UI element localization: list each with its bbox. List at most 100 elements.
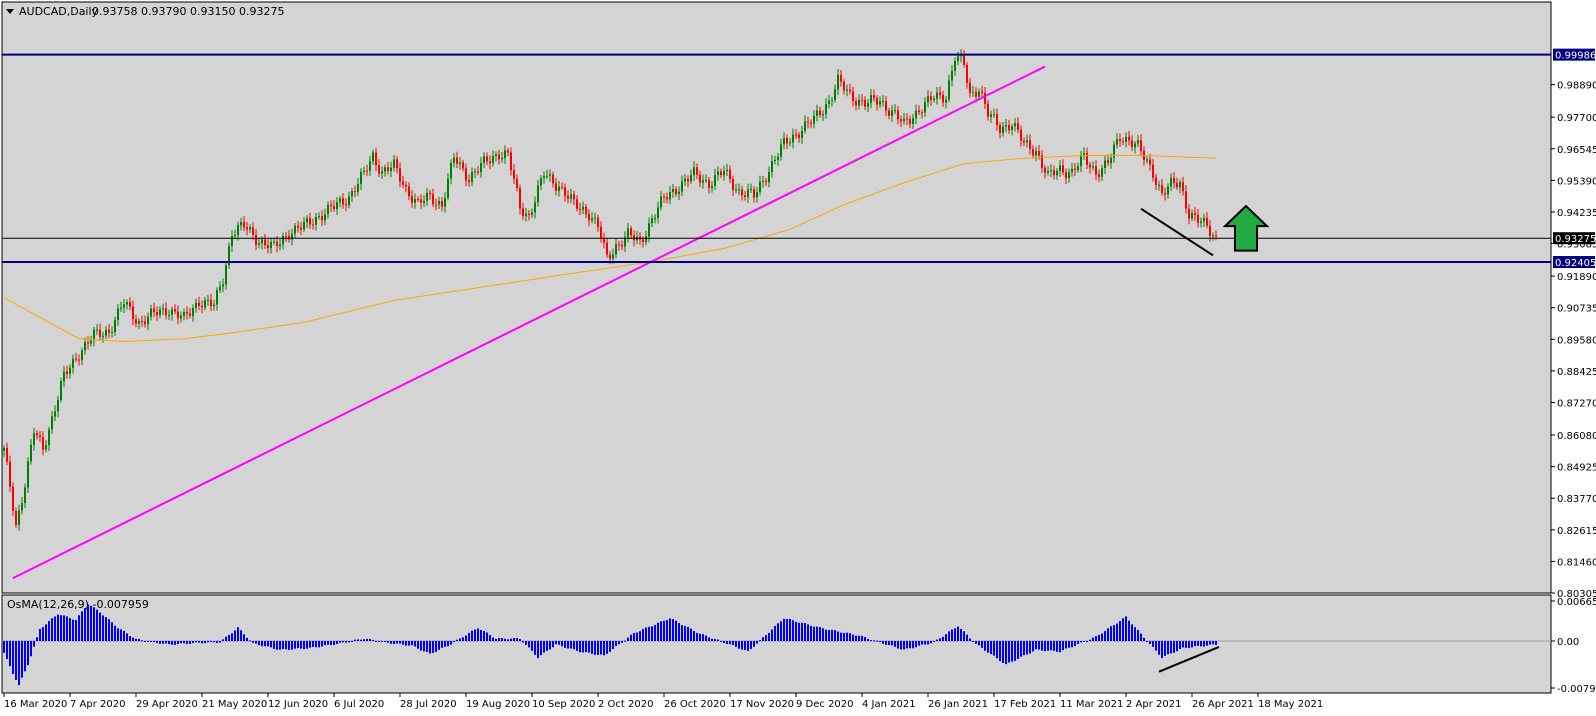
candle-body	[435, 204, 437, 206]
date-tick-label: 26 Oct 2020	[664, 699, 726, 710]
osma-bar	[279, 641, 281, 650]
osma-bar	[243, 634, 245, 641]
candle-body	[882, 101, 884, 103]
candle-body	[1119, 139, 1121, 141]
candle-body	[1029, 140, 1031, 149]
osma-bar	[1032, 641, 1034, 652]
candle-body	[744, 195, 746, 197]
candle-body	[300, 227, 302, 230]
price-tick-label: 0.86080	[1557, 431, 1596, 442]
candle-body	[768, 172, 770, 183]
main-panel[interactable]	[1, 1, 1552, 594]
candle-body	[732, 179, 734, 191]
candle-body	[1050, 170, 1052, 172]
osma-bar	[324, 641, 326, 646]
osma-bar	[90, 605, 92, 641]
level-price-label: 0.99986	[1555, 51, 1596, 62]
candle-body	[951, 70, 953, 81]
osma-bar	[822, 628, 824, 641]
candle-body	[936, 92, 938, 99]
candle-body	[324, 214, 326, 221]
osma-bar	[1134, 627, 1136, 641]
candle-body	[555, 183, 557, 191]
level-price-box	[1553, 48, 1595, 61]
candle-body	[807, 121, 809, 123]
osma-bar	[690, 628, 692, 641]
osma-bar	[504, 638, 506, 641]
candle-body	[498, 154, 500, 160]
osma-panel[interactable]	[1, 594, 1552, 694]
osma-bar	[1038, 641, 1040, 650]
candle-body	[375, 152, 377, 166]
price-tick-label: 0.87270	[1557, 398, 1596, 409]
osma-bar	[471, 630, 473, 641]
osma-bar	[261, 641, 263, 647]
osma-bar	[900, 641, 902, 650]
candle-body	[528, 213, 530, 215]
osma-bar	[1005, 641, 1007, 665]
candle-body	[780, 144, 782, 157]
candle-body	[987, 103, 989, 117]
candle-body	[840, 74, 842, 82]
osma-bar	[15, 641, 17, 680]
candle-body	[294, 225, 296, 234]
current-price-box	[1553, 232, 1595, 245]
candle-body	[1107, 160, 1109, 164]
osma-bar	[912, 641, 914, 649]
candle-body	[471, 172, 473, 183]
osma-bar	[1014, 641, 1016, 661]
candle-body	[21, 503, 23, 511]
osma-bar	[210, 641, 212, 642]
osma-bar	[18, 641, 20, 686]
dropdown-triangle-icon[interactable]	[6, 9, 14, 14]
candle-body	[519, 187, 521, 209]
osma-bar	[1203, 641, 1205, 647]
osma-bar	[861, 635, 863, 641]
candle-body	[66, 371, 68, 374]
candle-body	[903, 118, 905, 122]
date-tick-label: 28 Jul 2020	[400, 699, 457, 710]
candle-body	[321, 216, 323, 221]
osma-bar	[186, 641, 188, 644]
osma-bar	[849, 633, 851, 641]
osma-bar	[888, 641, 890, 645]
osma-bar	[762, 637, 764, 641]
candle-body	[213, 304, 215, 307]
osma-bar	[1059, 641, 1061, 653]
price-tick-label: 0.88425	[1557, 367, 1596, 378]
symbol-label: AUDCAD,Daily	[19, 5, 99, 18]
osma-bar	[741, 641, 743, 650]
osma-bar	[1017, 641, 1019, 659]
osma-bar	[99, 612, 101, 641]
candle-body	[420, 199, 422, 203]
candle-body	[198, 302, 200, 306]
price-tick-label: 0.94235	[1557, 208, 1596, 219]
osma-bar	[249, 640, 251, 642]
candle-body	[600, 226, 602, 239]
osma-bar	[429, 641, 431, 654]
candle-body	[159, 309, 161, 316]
candle-body	[1137, 140, 1139, 144]
osma-bar	[1026, 641, 1028, 655]
osma-bar	[1020, 641, 1022, 657]
osma-bar	[1119, 621, 1121, 641]
osma-bar	[198, 641, 200, 643]
osma-bar	[396, 641, 398, 644]
osma-bar	[354, 639, 356, 641]
candle-body	[546, 175, 548, 177]
osma-bar	[1044, 641, 1046, 652]
candle-body	[456, 157, 458, 164]
osma-bar	[432, 641, 434, 653]
candle-body	[132, 306, 134, 320]
candle-body	[627, 228, 629, 238]
candle-body	[990, 114, 992, 117]
osma-bar	[783, 618, 785, 641]
candle-body	[729, 169, 731, 180]
osma-bar	[666, 620, 668, 641]
osma-bar	[597, 641, 599, 655]
osma-bar	[951, 629, 953, 641]
candle-body	[351, 191, 353, 197]
candle-body	[705, 179, 707, 181]
osma-bar	[258, 641, 260, 646]
osma-bar	[1206, 641, 1208, 646]
